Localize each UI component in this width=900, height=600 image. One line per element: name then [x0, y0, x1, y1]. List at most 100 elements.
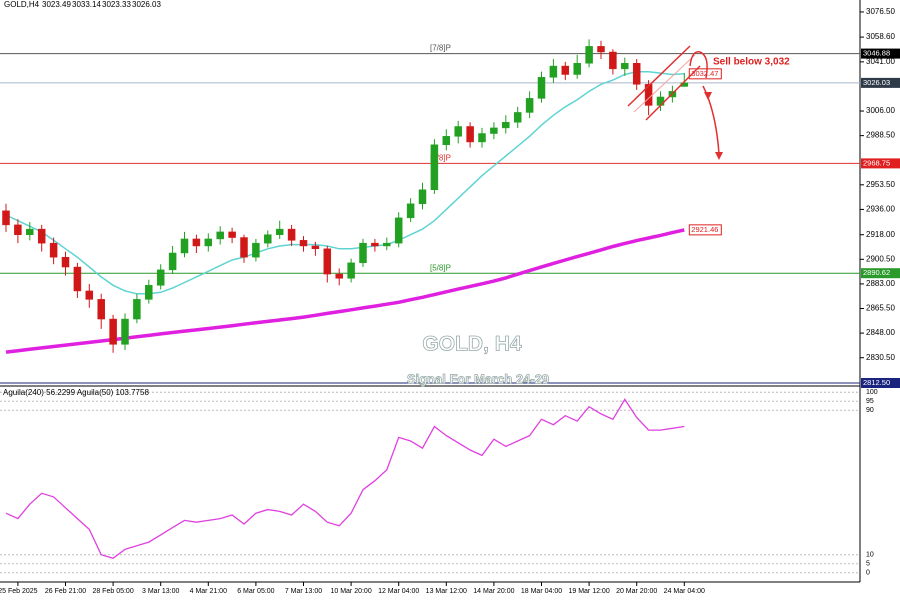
x-tick-label: 19 Mar 12:00	[568, 588, 609, 595]
price-tag	[861, 268, 900, 279]
x-tick-label: 25 Feb 2025	[0, 588, 38, 595]
candle-body	[513, 112, 522, 123]
y-tick-label: 3058.60	[866, 32, 895, 41]
header-high: 3033.14	[72, 0, 101, 9]
indicator-tick-label: 0	[866, 570, 870, 577]
candle-body	[73, 266, 82, 292]
candle-body	[121, 318, 129, 345]
candle-body	[537, 77, 546, 99]
candle-body	[26, 228, 34, 235]
x-tick-label: 28 Feb 05:00	[92, 588, 133, 595]
candle-body	[192, 238, 201, 247]
candle-body	[490, 127, 498, 134]
indicator-tick-label: 95	[866, 398, 874, 405]
candle-body	[61, 256, 70, 268]
candle-body	[442, 136, 451, 146]
channel-line	[633, 54, 696, 113]
channel-line	[627, 45, 691, 107]
y-tick-label: 2918.00	[866, 230, 895, 239]
y-tick-label: 2988.50	[866, 131, 895, 140]
candle-body	[204, 238, 213, 247]
candle-body	[347, 262, 355, 279]
candle-body	[561, 65, 570, 75]
chart-title: GOLD,H4	[4, 0, 40, 9]
y-tick-label: 2900.50	[866, 254, 895, 263]
x-tick-label: 14 Mar 20:00	[473, 588, 514, 595]
x-tick-label: 7 Mar 13:00	[285, 588, 322, 595]
price-tag-label: 3026.03	[863, 78, 890, 87]
price-tag-label: 2968.75	[863, 158, 890, 167]
candle-body	[180, 238, 189, 254]
y-tick-label: 3041.00	[866, 57, 895, 66]
price-tag-label: 3046.88	[863, 49, 890, 58]
moving-average	[5, 228, 685, 354]
header-close: 3026.03	[132, 0, 161, 9]
annotation: Sell below 3,032	[713, 57, 790, 68]
x-tick-label: 6 Mar 05:00	[237, 588, 274, 595]
header-low: 3023.33	[102, 0, 131, 9]
series-end-tag	[688, 224, 722, 236]
candle-body	[97, 299, 105, 320]
x-tick-label: 18 Mar 04:00	[521, 588, 562, 595]
candle-body	[37, 228, 46, 244]
candle-body	[621, 62, 629, 70]
candle-body	[228, 231, 236, 238]
candle-body	[335, 273, 343, 279]
plot: 3076.50 3058.60 3041.00 3006.00 2988.50 2953.…	[0, 7, 900, 595]
candle-body	[383, 242, 391, 247]
x-tick-label: 24 Mar 04:00	[664, 588, 705, 595]
indicator-tick-label: 5	[866, 561, 870, 568]
candle-body	[109, 318, 117, 345]
x-tick-label: 12 Mar 04:00	[378, 588, 419, 595]
x-tick-label: 26 Feb 21:00	[45, 588, 86, 595]
level-name: [6/8]P	[430, 153, 451, 162]
candle-body	[609, 51, 617, 70]
moving-average	[5, 70, 685, 295]
level-name: [5/8]P	[430, 263, 451, 272]
x-tick-label: 4 Mar 21:00	[190, 588, 227, 595]
series-end-tag	[688, 68, 722, 80]
y-tick-label: 3076.50	[866, 7, 895, 16]
price-tag	[861, 48, 900, 59]
candle-body	[145, 285, 153, 300]
arrow-head	[704, 92, 712, 100]
candle-body	[525, 98, 534, 113]
down-arrow	[702, 85, 720, 155]
candle-body	[359, 242, 367, 264]
indicator-label: Aguila(240) 56.2299 Aguila(50) 103.7758	[3, 388, 149, 397]
channel-line	[645, 65, 701, 121]
y-tick-label: 2953.50	[866, 180, 895, 189]
candle-body	[502, 122, 510, 129]
watermark: GOLD, H4	[422, 333, 521, 356]
price-tag	[861, 77, 900, 88]
candle-body	[14, 224, 22, 235]
candle-body	[585, 46, 593, 64]
header-open: 3023.49	[42, 0, 71, 9]
candle-body	[168, 252, 177, 271]
candle-body	[656, 96, 665, 106]
candle-body	[264, 234, 272, 244]
price-tag-label: 2812.50	[863, 378, 890, 387]
x-tick-label: 10 Mar 20:00	[330, 588, 371, 595]
price-tag	[861, 378, 900, 388]
level-name: [7/8]P	[430, 44, 451, 53]
y-tick-label: 2883.00	[866, 279, 895, 288]
candle-body	[156, 269, 165, 286]
candle-body	[478, 133, 486, 143]
candle-body	[371, 242, 379, 247]
candle-body	[454, 126, 462, 137]
indicator-line	[5, 398, 685, 560]
candle-body	[299, 240, 308, 247]
candle-body	[216, 231, 224, 240]
candle-body	[252, 242, 260, 258]
arrow-head	[715, 152, 723, 160]
y-tick-label: 2848.00	[866, 328, 895, 337]
candle-body	[573, 62, 581, 75]
x-tick-label: 20 Mar 20:00	[616, 588, 657, 595]
candle-body	[275, 228, 284, 235]
x-tick-label: 13 Mar 12:00	[426, 588, 467, 595]
candle-body	[2, 210, 10, 226]
y-tick-label: 3006.00	[866, 106, 895, 115]
